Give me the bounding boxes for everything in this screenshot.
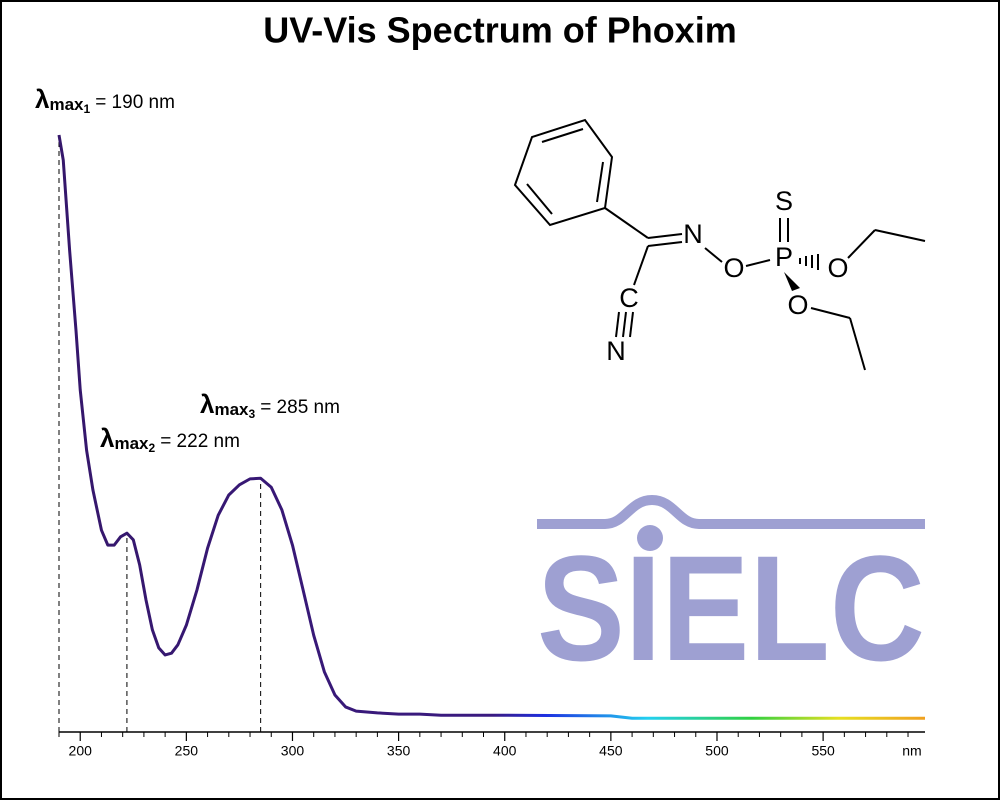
atom-label: N bbox=[606, 336, 626, 366]
bond bbox=[541, 128, 584, 143]
bond bbox=[629, 311, 634, 338]
peak-subscript: max bbox=[114, 434, 149, 453]
peak-symbol: λ bbox=[100, 423, 115, 453]
bond bbox=[596, 161, 604, 203]
peak-text: = 285 nm bbox=[260, 397, 340, 418]
atom-label: S bbox=[775, 186, 793, 216]
logo: SIELC bbox=[537, 494, 925, 692]
peak-symbol: λ bbox=[200, 389, 215, 419]
bond bbox=[604, 207, 649, 239]
bond bbox=[847, 229, 876, 259]
peak-subscript: max bbox=[214, 400, 249, 419]
logo-dot bbox=[637, 525, 663, 551]
x-tick-label: 450 bbox=[599, 743, 623, 759]
bond bbox=[745, 259, 771, 267]
atom-label: O bbox=[827, 253, 848, 283]
x-tick-label: 300 bbox=[281, 743, 305, 759]
x-tick-label: 500 bbox=[705, 743, 729, 759]
bond bbox=[704, 247, 723, 263]
chart-title: UV-Vis Spectrum of Phoxim bbox=[263, 10, 736, 51]
x-tick-label: 250 bbox=[175, 743, 199, 759]
peak-label: λmax1 = 190 nm bbox=[35, 84, 175, 116]
peak-label: λmax2 = 222 nm bbox=[100, 423, 240, 455]
bond bbox=[647, 233, 683, 239]
spectrum-line bbox=[57, 134, 925, 720]
x-axis-label: nm bbox=[902, 743, 921, 759]
bond bbox=[647, 241, 683, 247]
atom-label: N bbox=[683, 219, 703, 249]
bond bbox=[874, 229, 926, 242]
atom-label: P bbox=[775, 242, 793, 272]
structure: N O P S O O C N bbox=[513, 118, 926, 371]
logo-text: SIELC bbox=[537, 524, 925, 692]
atom-label: O bbox=[723, 253, 744, 283]
bond bbox=[526, 183, 553, 215]
x-tick-label: 200 bbox=[69, 743, 93, 759]
bond bbox=[633, 245, 649, 286]
bond bbox=[849, 317, 866, 371]
x-tick-label: 400 bbox=[493, 743, 517, 759]
bond bbox=[622, 311, 627, 338]
peak-index: 1 bbox=[84, 102, 91, 116]
peak-label: λmax3 = 285 nm bbox=[200, 389, 340, 421]
peak-index: 3 bbox=[249, 407, 256, 421]
peak-symbol: λ bbox=[35, 84, 50, 114]
peak-subscript: max bbox=[49, 95, 84, 114]
bond bbox=[810, 307, 851, 319]
peak-index: 2 bbox=[149, 441, 156, 455]
bond bbox=[513, 118, 614, 227]
hashed-bond bbox=[799, 254, 819, 270]
atom-label: O bbox=[787, 290, 808, 320]
peak-text: = 190 nm bbox=[95, 92, 175, 113]
atom-label: C bbox=[619, 283, 639, 313]
x-tick-label: 550 bbox=[811, 743, 835, 759]
peak-text: = 222 nm bbox=[160, 431, 240, 452]
bond bbox=[615, 311, 620, 338]
logo-arch bbox=[537, 494, 925, 529]
wedge-bond bbox=[784, 272, 800, 291]
x-tick-label: 350 bbox=[387, 743, 411, 759]
